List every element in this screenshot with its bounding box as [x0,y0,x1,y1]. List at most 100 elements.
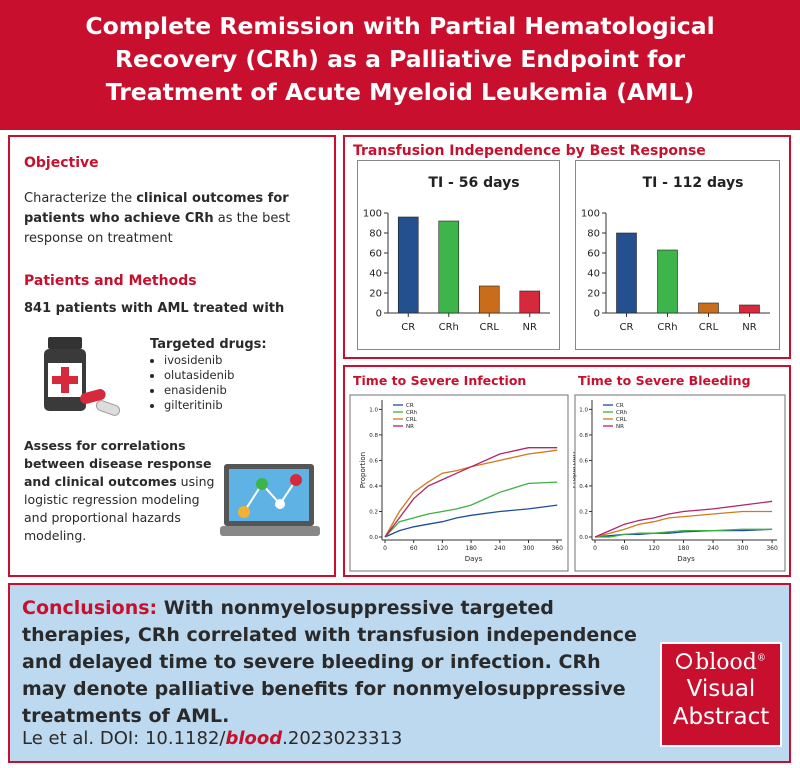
x-tick-label: 360 [766,545,778,552]
x-tick-label: CRh [657,322,677,333]
bar [657,249,678,314]
objective-text: Characterize the clinical outcomes for p… [24,189,324,249]
y-tick-label: 40 [369,269,382,280]
x-tick-label: 0 [593,545,597,552]
text: ® [756,653,766,664]
y-tick-label: 0.2 [579,509,588,515]
bar [739,304,760,314]
x-tick-label: 120 [437,545,449,552]
x-tick-label: 180 [465,545,477,552]
bar [698,302,719,314]
x-tick-label: CR [620,322,634,333]
x-tick-label: NR [523,322,537,333]
y-tick-label: 0.2 [369,509,378,515]
chart-title: TI - 112 days [643,175,744,191]
conclusions-label: Conclusions: [22,597,158,619]
transfusion-panel: Transfusion Independence by Best Respons… [343,135,791,359]
logo-brand: blood® [662,650,780,675]
panel-title: Transfusion Independence by Best Respons… [353,143,706,159]
text: Assess for correlations between disease … [24,438,212,489]
series-line [384,449,558,538]
outcomes-panel [343,365,791,577]
y-tick-label: 0 [376,309,382,320]
y-tick-label: 20 [369,289,382,300]
drug-item: enasidenib [164,383,234,398]
x-tick-label: 120 [648,545,660,552]
chart-title: TI - 56 days [428,175,519,191]
legend-label: CR [616,403,624,409]
y-tick-label: 0.6 [369,458,378,464]
text: .2023023313 [282,728,403,749]
series-line [595,528,773,538]
objective-heading: Objective [24,155,99,171]
text: Le et al. DOI: 10.1182/ [22,728,226,749]
text: clinical outcomes for patients who achie… [24,191,289,226]
legend-label: CRL [616,417,628,423]
y-tick-label: 1.0 [579,407,588,413]
drug-item: ivosidenib [164,353,234,368]
y-tick-label: 80 [587,229,600,240]
header-title: Complete Remission with Partial Hematolo… [85,12,715,106]
bar [616,232,637,314]
plot-frame [349,394,569,572]
y-axis-label: Proportion [573,452,577,488]
text: With nonmyelosuppressive targeted therap… [22,597,637,727]
y-axis-label: Proportion [359,452,367,488]
conclusions-text: Conclusions: With nonmyelosuppressive ta… [22,595,647,730]
legend-label: NR [616,424,624,430]
legend-label: CRh [406,410,418,416]
drug-item: gilteritinib [164,398,234,413]
drugs-heading: Targeted drugs: [150,337,267,352]
x-tick-label: CRL [479,322,499,333]
x-tick-label: NR [742,322,756,333]
logo-line: Abstract [672,704,770,730]
patients-text: 841 patients with AML treated with [24,301,285,316]
text: Characterize the [24,191,137,206]
text: blood [225,728,283,749]
drug-list: ivosidenibolutasidenibenasidenibgilterit… [150,353,234,413]
chart: TI - 56 days 0 20 40 60 80 100 CR CRh CRL NR [357,160,560,350]
drug-icon [44,337,121,416]
text: using logistic regression modeling and p… [24,474,215,543]
series-line [384,447,558,538]
x-tick-label: 300 [523,545,535,552]
y-tick-label: 0.6 [579,458,588,464]
y-tick-label: 60 [587,249,600,260]
chart: Time to Severe Bleeding 0.0 0.2 0.4 0.6 0.8 1.… [573,373,786,572]
x-axis-label: Days [677,555,695,563]
x-axis-label: Days [465,555,483,563]
y-tick-label: 1.0 [369,407,378,413]
chart-title: Time to Severe Infection [353,373,526,388]
logo: blood® Visual Abstract [660,642,782,747]
plot-frame [574,394,786,572]
x-tick-label: CR [401,322,415,333]
y-tick-label: 0.8 [369,433,378,439]
x-tick-label: CRL [699,322,719,333]
y-tick-label: 80 [369,229,382,240]
x-tick-label: 0 [383,545,387,552]
drug-item: olutasidenib [164,368,234,383]
x-tick-label: CRh [439,322,459,333]
y-tick-label: 100 [581,209,600,220]
left-panel: Objective Characterize the clinical outc… [8,135,336,577]
y-tick-label: 100 [363,209,382,220]
series-line [384,481,558,538]
x-tick-label: 60 [410,545,418,552]
laptop-icon [220,464,320,536]
legend-label: CR [406,403,414,409]
x-tick-label: 240 [707,545,719,552]
assess-text: Assess for correlations between disease … [24,437,224,545]
x-tick-label: 300 [737,545,749,552]
bar [519,290,541,314]
x-tick-label: 180 [678,545,690,552]
series-line [594,510,773,538]
y-tick-label: 0.0 [369,535,378,541]
y-tick-label: 0.8 [579,433,588,439]
y-tick-label: 20 [587,289,600,300]
bar [438,220,460,314]
y-tick-label: 0.4 [369,484,378,490]
text: as the best response on treatment [24,211,291,246]
y-tick-label: 60 [369,249,382,260]
legend-label: NR [406,424,414,430]
